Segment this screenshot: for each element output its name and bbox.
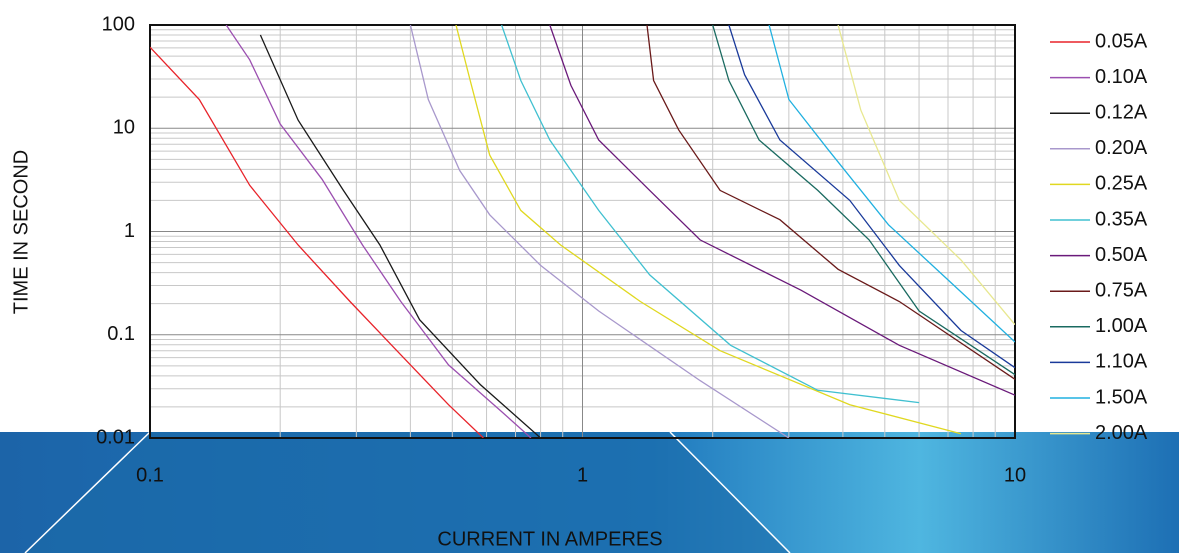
series-line (712, 25, 1015, 376)
x-tick-label: 10 (1004, 464, 1026, 486)
legend-label: 0.20A (1095, 137, 1148, 159)
legend-label: 2.00A (1095, 422, 1148, 444)
legend-label: 0.35A (1095, 208, 1148, 230)
series-line (409, 25, 790, 438)
y-tick-label: 0.1 (107, 323, 135, 345)
legend-label: 1.10A (1095, 351, 1148, 373)
series-line (225, 25, 532, 438)
series-line (549, 25, 1015, 396)
legend-label: 0.05A (1095, 30, 1148, 52)
legend-label: 0.75A (1095, 279, 1148, 301)
series-line (259, 34, 542, 438)
legend-label: 0.25A (1095, 173, 1148, 195)
legend-label: 0.10A (1095, 66, 1148, 88)
legend-label: 1.00A (1095, 315, 1148, 337)
series-line (500, 25, 920, 404)
series-line (646, 25, 1015, 380)
plot-area (150, 25, 1015, 438)
x-tick-label: 1 (577, 464, 588, 486)
series-line (728, 25, 1015, 369)
y-tick-label: 1 (124, 220, 135, 242)
x-tick-label: 0.1 (136, 464, 164, 486)
series-line (837, 25, 1015, 326)
banner (0, 431, 1179, 553)
series-line (150, 46, 484, 438)
series-line (455, 25, 962, 435)
legend-label: 1.50A (1095, 386, 1148, 408)
x-axis-label: CURRENT IN AMPERES (437, 528, 662, 550)
y-tick-label: 10 (113, 117, 135, 139)
y-tick-label: 0.01 (96, 426, 135, 448)
legend-label: 0.50A (1095, 244, 1148, 266)
y-tick-label: 100 (102, 13, 135, 35)
legend-label: 0.12A (1095, 101, 1148, 123)
plot-frame (149, 24, 1016, 439)
series-line (768, 25, 1015, 343)
y-axis-label: TIME IN SECOND (10, 150, 32, 314)
